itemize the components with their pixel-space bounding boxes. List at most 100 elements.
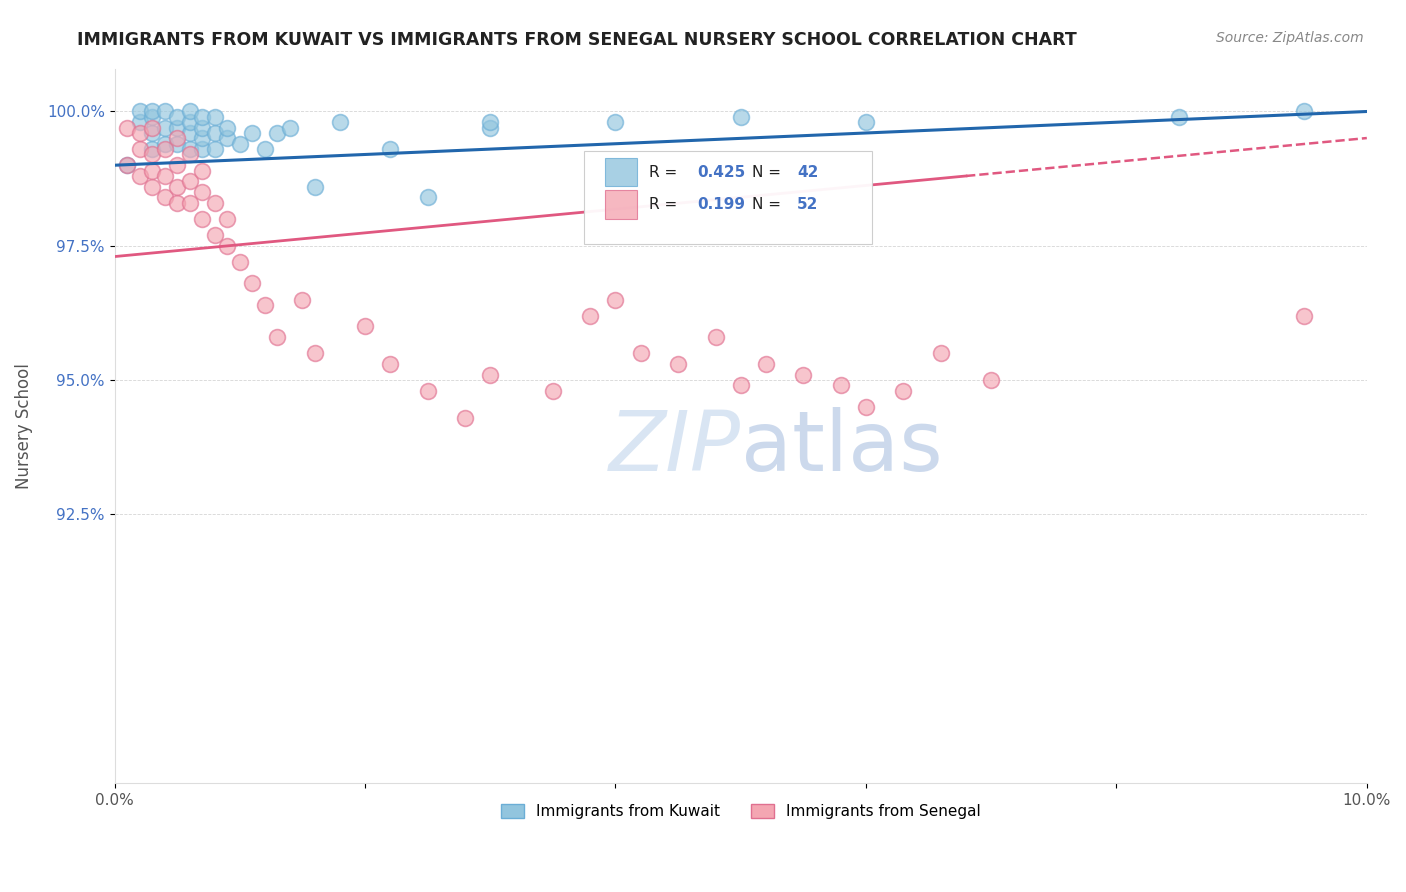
Point — [153, 190, 176, 204]
Text: Source: ZipAtlas.com: Source: ZipAtlas.com — [1216, 31, 1364, 45]
Point — [153, 169, 176, 183]
Point — [541, 384, 564, 398]
Point — [704, 330, 727, 344]
Point — [278, 120, 301, 135]
Point — [179, 126, 201, 140]
FancyBboxPatch shape — [583, 151, 872, 244]
Point — [204, 142, 226, 156]
Text: N =: N = — [752, 165, 786, 179]
Point — [204, 126, 226, 140]
Point — [179, 142, 201, 156]
Point — [166, 131, 188, 145]
Text: 0.199: 0.199 — [697, 197, 745, 211]
Point — [1294, 309, 1316, 323]
Text: N =: N = — [752, 197, 786, 211]
Point — [191, 163, 214, 178]
Point — [141, 120, 163, 135]
Text: ZIP: ZIP — [609, 407, 741, 488]
Point — [479, 115, 502, 129]
Point — [141, 147, 163, 161]
Point — [179, 147, 201, 161]
Point — [792, 368, 814, 382]
Point — [141, 104, 163, 119]
Point — [153, 104, 176, 119]
Point — [179, 115, 201, 129]
Point — [128, 126, 150, 140]
Point — [179, 174, 201, 188]
Point — [166, 195, 188, 210]
Point — [217, 120, 239, 135]
Point — [666, 357, 689, 371]
Point — [454, 410, 477, 425]
Point — [605, 293, 627, 307]
Point — [253, 298, 276, 312]
Text: 0.425: 0.425 — [697, 165, 745, 179]
Point — [204, 228, 226, 243]
Point — [605, 115, 627, 129]
Point — [115, 158, 138, 172]
Point — [141, 163, 163, 178]
Point — [141, 126, 163, 140]
Point — [730, 378, 752, 392]
Point — [191, 185, 214, 199]
Point — [128, 169, 150, 183]
Point — [141, 110, 163, 124]
Point — [115, 158, 138, 172]
Point — [217, 239, 239, 253]
Point — [179, 195, 201, 210]
Point — [855, 400, 877, 414]
Point — [204, 110, 226, 124]
Point — [229, 255, 252, 269]
Text: R =: R = — [650, 197, 682, 211]
Point — [128, 142, 150, 156]
Point — [128, 104, 150, 119]
Point — [166, 136, 188, 151]
Point — [191, 131, 214, 145]
Point — [579, 309, 602, 323]
Point — [179, 104, 201, 119]
Point — [378, 357, 401, 371]
Point — [755, 357, 778, 371]
Point — [1294, 104, 1316, 119]
Point — [191, 120, 214, 135]
Legend: Immigrants from Kuwait, Immigrants from Senegal: Immigrants from Kuwait, Immigrants from … — [495, 798, 987, 825]
Text: 52: 52 — [797, 197, 818, 211]
Point — [266, 330, 288, 344]
Point — [204, 195, 226, 210]
Point — [266, 126, 288, 140]
Point — [855, 115, 877, 129]
Point — [191, 142, 214, 156]
Point — [893, 384, 915, 398]
Point — [166, 120, 188, 135]
Text: atlas: atlas — [741, 407, 942, 488]
Y-axis label: Nursery School: Nursery School — [15, 363, 32, 489]
Point — [166, 179, 188, 194]
FancyBboxPatch shape — [606, 190, 637, 219]
Point — [166, 110, 188, 124]
Point — [153, 120, 176, 135]
Point — [153, 142, 176, 156]
Point — [217, 211, 239, 226]
Point — [304, 346, 326, 360]
Point — [217, 131, 239, 145]
Text: 42: 42 — [797, 165, 818, 179]
Point — [354, 319, 377, 334]
Point — [191, 211, 214, 226]
Point — [240, 277, 263, 291]
Point — [253, 142, 276, 156]
Point — [229, 136, 252, 151]
Point — [479, 368, 502, 382]
Point — [128, 115, 150, 129]
FancyBboxPatch shape — [606, 158, 637, 186]
Point — [329, 115, 352, 129]
Point — [830, 378, 852, 392]
Point — [416, 190, 439, 204]
Point — [240, 126, 263, 140]
Point — [141, 142, 163, 156]
Point — [1168, 110, 1191, 124]
Point — [191, 110, 214, 124]
Point — [141, 179, 163, 194]
Point — [291, 293, 314, 307]
Point — [416, 384, 439, 398]
Point — [630, 346, 652, 360]
